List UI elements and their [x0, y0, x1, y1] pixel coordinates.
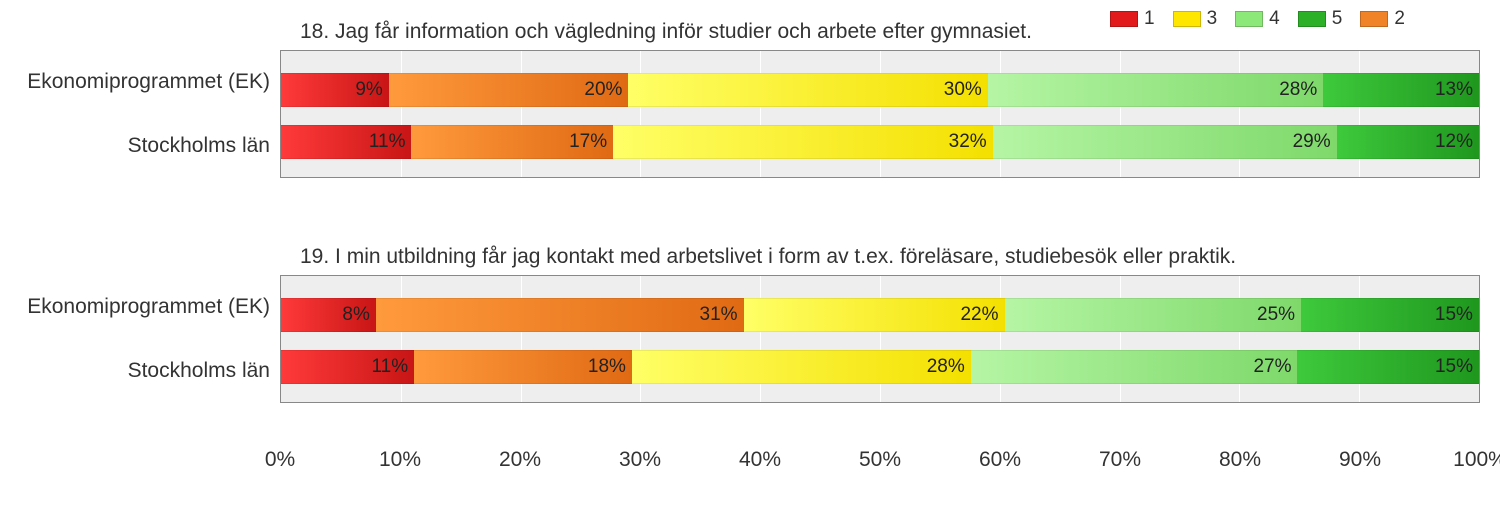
- x-tick: 100%: [1453, 448, 1500, 472]
- bar-segment: 22%: [744, 298, 1005, 332]
- bar-segment: 13%: [1323, 73, 1479, 107]
- plot-area: 9%20%30%28%13% 11%17%32%29%12%: [280, 50, 1480, 178]
- bar-row: 8%31%22%25%15%: [281, 298, 1479, 332]
- x-axis: 0%10%20%30%40%50%60%70%80%90%100%: [280, 448, 1480, 478]
- bar-segment: 9%: [281, 73, 389, 107]
- bar-segment: 11%: [281, 350, 414, 384]
- panel-title: 19. I min utbildning får jag kontakt med…: [0, 245, 1480, 269]
- bar-segment: 30%: [628, 73, 987, 107]
- bar-segment: 29%: [993, 125, 1337, 159]
- bar-row: 11%17%32%29%12%: [281, 125, 1479, 159]
- plot-wrap: Ekonomiprogrammet (EK) Stockholms län 8%31…: [0, 275, 1480, 403]
- bar-segment: 15%: [1297, 350, 1479, 384]
- y-label: Stockholms län: [128, 359, 270, 383]
- x-tick: 40%: [739, 448, 781, 472]
- bar-segment: 12%: [1337, 125, 1479, 159]
- x-tick: 90%: [1339, 448, 1381, 472]
- x-tick: 50%: [859, 448, 901, 472]
- bar-segment: 28%: [632, 350, 971, 384]
- bar-segment: 17%: [411, 125, 613, 159]
- y-label: Ekonomiprogrammet (EK): [27, 295, 270, 319]
- panel-title: 18. Jag får information och vägledning i…: [0, 20, 1480, 44]
- x-tick: 80%: [1219, 448, 1261, 472]
- bar-row: 11%18%28%27%15%: [281, 350, 1479, 384]
- x-tick: 0%: [265, 448, 295, 472]
- bar-segment: 15%: [1301, 298, 1479, 332]
- x-tick: 30%: [619, 448, 661, 472]
- bar-segment: 18%: [414, 350, 632, 384]
- bar-row: 9%20%30%28%13%: [281, 73, 1479, 107]
- bar-segment: 8%: [281, 298, 376, 332]
- plot-wrap: Ekonomiprogrammet (EK) Stockholms län 9%20…: [0, 50, 1480, 178]
- y-label: Stockholms län: [128, 134, 270, 158]
- chart-panel: 19. I min utbildning får jag kontakt med…: [0, 245, 1480, 403]
- x-tick: 20%: [499, 448, 541, 472]
- bar-segment: 31%: [376, 298, 744, 332]
- x-tick: 60%: [979, 448, 1021, 472]
- y-label: Ekonomiprogrammet (EK): [27, 70, 270, 94]
- y-labels: Ekonomiprogrammet (EK) Stockholms län: [0, 275, 280, 403]
- y-labels: Ekonomiprogrammet (EK) Stockholms län: [0, 50, 280, 178]
- bar-segment: 32%: [613, 125, 993, 159]
- bar-segment: 25%: [1005, 298, 1302, 332]
- chart-panel: 18. Jag får information och vägledning i…: [0, 20, 1480, 178]
- plot-area: 8%31%22%25%15%11%18%28%27%15%: [280, 275, 1480, 403]
- bar-segment: 20%: [389, 73, 629, 107]
- bar-segment: 11%: [281, 125, 411, 159]
- bar-segment: 28%: [988, 73, 1323, 107]
- x-tick: 70%: [1099, 448, 1141, 472]
- x-tick: 10%: [379, 448, 421, 472]
- bar-segment: 27%: [971, 350, 1298, 384]
